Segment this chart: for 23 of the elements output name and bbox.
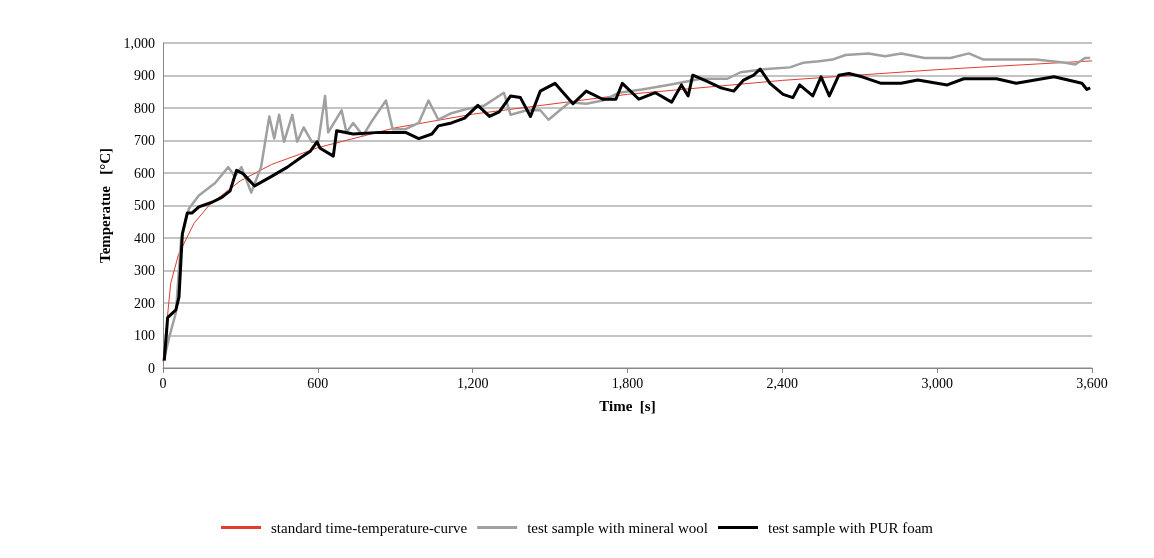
x-tick-label: 1,200 (456, 375, 489, 391)
legend-label: standard time-temperature-curve (271, 519, 468, 536)
y-tick-label: 300 (134, 263, 155, 278)
x-axis-title: Time [s] (599, 397, 656, 414)
x-tick-label: 1,800 (611, 375, 644, 391)
y-axis-title: Temperatue [°C] (97, 147, 114, 264)
legend-label: test sample with PUR foam (767, 519, 934, 536)
x-tick-label: 600 (307, 375, 329, 391)
y-tick-label: 100 (134, 328, 155, 343)
y-tick-label: 900 (134, 68, 155, 83)
x-tick-label: 2,400 (766, 375, 799, 391)
y-tick-label: 800 (134, 100, 155, 116)
y-tick-label: 600 (134, 165, 155, 181)
y-tick-label: 0 (148, 360, 155, 376)
x-tick-label: 0 (159, 375, 167, 391)
y-tick-label: 200 (134, 295, 155, 311)
y-tick-label: 400 (134, 230, 155, 246)
x-tick-label: 3,600 (1076, 375, 1108, 391)
x-tick-label: 3,000 (921, 375, 953, 391)
y-tick-label: 1,000 (123, 35, 155, 51)
legend-label: test sample with mineral wool (527, 519, 708, 536)
y-tick-label: 700 (134, 133, 155, 148)
y-tick-label: 500 (134, 198, 155, 213)
